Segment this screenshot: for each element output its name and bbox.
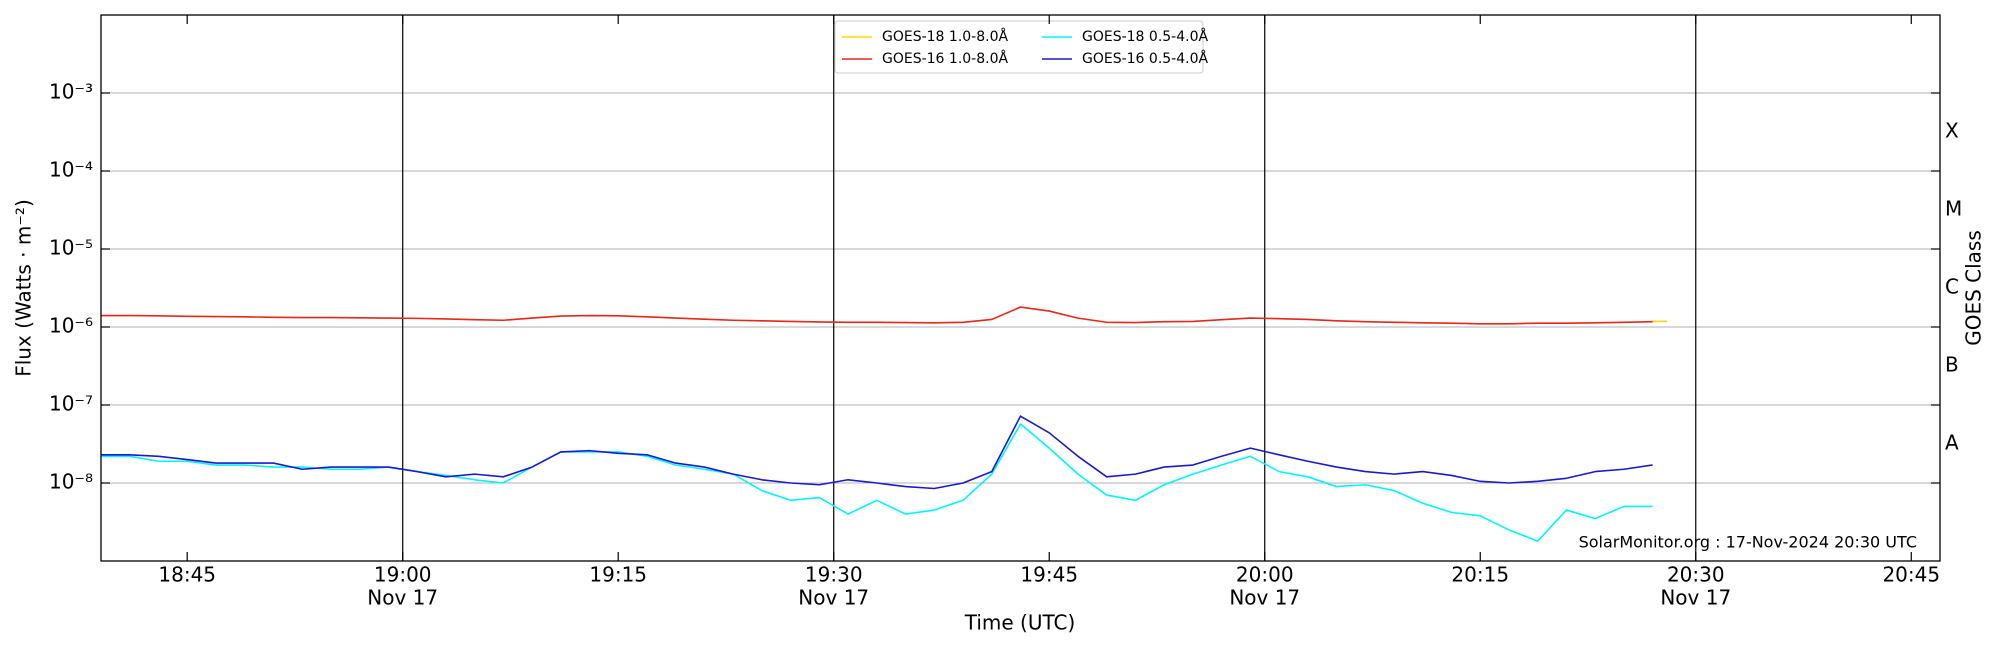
y-tick-label: 10⁻⁷ [49, 392, 93, 416]
x-tick-sublabel: Nov 17 [367, 586, 438, 610]
x-tick-sublabel: Nov 17 [1660, 586, 1731, 610]
series-line [101, 415, 1653, 490]
y-tick-label: 10⁻⁶ [49, 314, 93, 338]
x-tick-label: 20:15 [1451, 563, 1509, 587]
x-tick-label: 19:45 [1020, 563, 1078, 587]
class-label: B [1945, 353, 1959, 377]
y2-axis-label: GOES Class [1962, 230, 1986, 346]
x-tick-label: 20:30 [1667, 563, 1725, 587]
y-tick-label: 10⁻⁴ [49, 158, 93, 182]
series-line [101, 306, 1653, 325]
annotation: SolarMonitor.org : 17-Nov-2024 20:30 UTC [1579, 533, 1917, 552]
legend-text: GOES-18 1.0-8.0Å [882, 28, 1008, 45]
x-tick-label: 20:00 [1236, 563, 1294, 587]
grid-layer [101, 15, 1940, 561]
class-label: M [1945, 197, 1962, 221]
y-tick-label: 10⁻⁸ [49, 470, 93, 494]
x-tick-sublabel: Nov 17 [1229, 586, 1300, 610]
legend-text: GOES-16 0.5-4.0Å [1082, 50, 1208, 67]
y-tick-label: 10⁻³ [49, 80, 93, 104]
series-line [101, 423, 1653, 542]
data-layer [101, 306, 1668, 542]
y-axis-label: Flux (Watts · m⁻²) [12, 199, 36, 377]
x-tick-label: 19:15 [589, 563, 647, 587]
class-label: A [1945, 431, 1959, 455]
x-tick-label: 18:45 [158, 563, 216, 587]
plot-frame [100, 14, 1941, 562]
x-axis-label: Time (UTC) [964, 611, 1076, 635]
x-tick-sublabel: Nov 17 [798, 586, 869, 610]
legend-text: GOES-16 1.0-8.0Å [882, 50, 1008, 67]
class-label: X [1945, 119, 1959, 143]
x-tick-label: 19:00 [374, 563, 432, 587]
class-label: C [1945, 275, 1959, 299]
y-tick-label: 10⁻⁵ [49, 236, 93, 260]
legend-box [834, 20, 1204, 74]
x-tick-label: 19:30 [805, 563, 863, 587]
legend-text: GOES-18 0.5-4.0Å [1082, 28, 1208, 45]
x-tick-label: 20:45 [1882, 563, 1940, 587]
